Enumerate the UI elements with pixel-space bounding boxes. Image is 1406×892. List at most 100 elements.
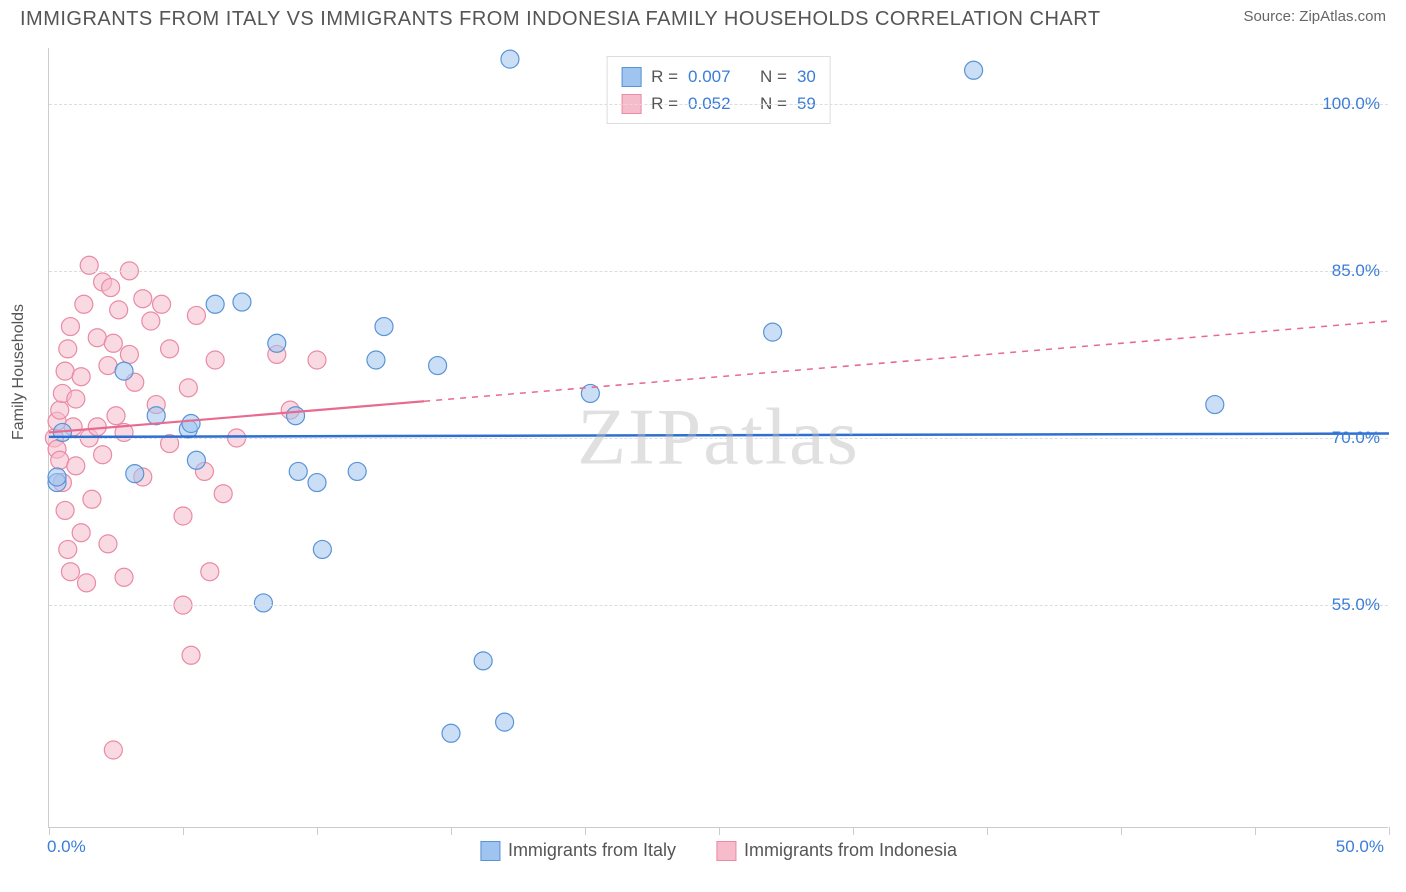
legend-item-indonesia: Immigrants from Indonesia: [716, 840, 957, 861]
x-tick: [317, 827, 318, 835]
y-tick-label: 70.0%: [1332, 428, 1380, 448]
scatter-point-italy: [268, 334, 286, 352]
swatch-italy: [621, 67, 641, 87]
legend-item-italy: Immigrants from Italy: [480, 840, 676, 861]
trendline-indonesia: [49, 401, 424, 432]
scatter-point-indonesia: [83, 490, 101, 508]
x-tick: [987, 827, 988, 835]
scatter-point-italy: [1206, 396, 1224, 414]
n-label: N =: [760, 63, 787, 90]
scatter-point-indonesia: [104, 741, 122, 759]
scatter-point-italy: [965, 61, 983, 79]
x-tick: [853, 827, 854, 835]
scatter-point-italy: [496, 713, 514, 731]
scatter-point-italy: [474, 652, 492, 670]
scatter-point-indonesia: [182, 646, 200, 664]
scatter-point-italy: [254, 594, 272, 612]
scatter-point-indonesia: [67, 390, 85, 408]
chart-header: IMMIGRANTS FROM ITALY VS IMMIGRANTS FROM…: [0, 0, 1406, 35]
gridline: [49, 438, 1388, 439]
y-axis-label: Family Households: [10, 304, 28, 440]
scatter-point-indonesia: [142, 312, 160, 330]
scatter-point-indonesia: [56, 501, 74, 519]
stats-legend-box: R =0.007N =30R =0.052N =59: [606, 56, 831, 124]
scatter-point-indonesia: [72, 524, 90, 542]
scatter-point-italy: [429, 357, 447, 375]
scatter-point-italy: [126, 465, 144, 483]
scatter-point-indonesia: [56, 362, 74, 380]
scatter-point-indonesia: [61, 563, 79, 581]
scatter-point-indonesia: [88, 329, 106, 347]
y-tick-label: 55.0%: [1332, 595, 1380, 615]
gridline: [49, 271, 1388, 272]
legend-label-indonesia: Immigrants from Indonesia: [744, 840, 957, 861]
chart-source: Source: ZipAtlas.com: [1243, 8, 1386, 25]
scatter-point-indonesia: [67, 457, 85, 475]
x-tick: [49, 827, 50, 835]
scatter-point-italy: [501, 50, 519, 68]
scatter-point-italy: [289, 462, 307, 480]
scatter-point-italy: [206, 295, 224, 313]
x-axis-label: 0.0%: [47, 837, 86, 857]
scatter-point-indonesia: [61, 318, 79, 336]
bottom-legend: Immigrants from Italy Immigrants from Ind…: [480, 840, 957, 861]
scatter-point-indonesia: [107, 407, 125, 425]
scatter-point-indonesia: [308, 351, 326, 369]
scatter-point-italy: [375, 318, 393, 336]
scatter-point-indonesia: [174, 507, 192, 525]
scatter-point-indonesia: [59, 540, 77, 558]
scatter-point-indonesia: [59, 340, 77, 358]
scatter-point-italy: [287, 407, 305, 425]
scatter-point-italy: [313, 540, 331, 558]
scatter-point-italy: [48, 468, 66, 486]
scatter-point-indonesia: [104, 334, 122, 352]
x-tick: [719, 827, 720, 835]
scatter-point-italy: [182, 415, 200, 433]
scatter-point-indonesia: [153, 295, 171, 313]
scatter-point-indonesia: [206, 351, 224, 369]
scatter-point-italy: [348, 462, 366, 480]
scatter-point-indonesia: [72, 368, 90, 386]
scatter-point-italy: [308, 474, 326, 492]
scatter-point-indonesia: [99, 535, 117, 553]
scatter-point-indonesia: [187, 306, 205, 324]
trendline-italy: [49, 434, 1389, 437]
x-tick: [1121, 827, 1122, 835]
chart-plot-area: ZIPatlas R =0.007N =30R =0.052N =59 Immi…: [48, 48, 1388, 828]
x-tick: [1389, 827, 1390, 835]
scatter-point-indonesia: [110, 301, 128, 319]
gridline: [49, 605, 1388, 606]
scatter-point-indonesia: [115, 568, 133, 586]
x-tick: [1255, 827, 1256, 835]
chart-title: IMMIGRANTS FROM ITALY VS IMMIGRANTS FROM…: [20, 8, 1101, 31]
scatter-point-indonesia: [102, 279, 120, 297]
gridline: [49, 104, 1388, 105]
scatter-point-indonesia: [214, 485, 232, 503]
scatter-point-italy: [367, 351, 385, 369]
scatter-point-indonesia: [51, 451, 69, 469]
scatter-point-italy: [115, 362, 133, 380]
r-label: R =: [651, 63, 678, 90]
r-value-italy: 0.007: [688, 63, 740, 90]
scatter-point-indonesia: [75, 295, 93, 313]
legend-swatch-italy: [480, 841, 500, 861]
scatter-point-italy: [233, 293, 251, 311]
trendline-dashed-indonesia: [424, 321, 1389, 401]
stats-row-italy: R =0.007N =30: [621, 63, 816, 90]
scatter-point-indonesia: [120, 345, 138, 363]
y-tick-label: 85.0%: [1332, 261, 1380, 281]
scatter-point-indonesia: [201, 563, 219, 581]
scatter-point-italy: [187, 451, 205, 469]
scatter-point-indonesia: [94, 446, 112, 464]
scatter-point-italy: [442, 724, 460, 742]
legend-swatch-indonesia: [716, 841, 736, 861]
x-tick: [183, 827, 184, 835]
scatter-point-indonesia: [51, 401, 69, 419]
scatter-point-indonesia: [134, 290, 152, 308]
x-tick: [585, 827, 586, 835]
legend-label-italy: Immigrants from Italy: [508, 840, 676, 861]
scatter-point-indonesia: [179, 379, 197, 397]
scatter-point-indonesia: [99, 357, 117, 375]
scatter-point-indonesia: [78, 574, 96, 592]
scatter-point-indonesia: [161, 340, 179, 358]
